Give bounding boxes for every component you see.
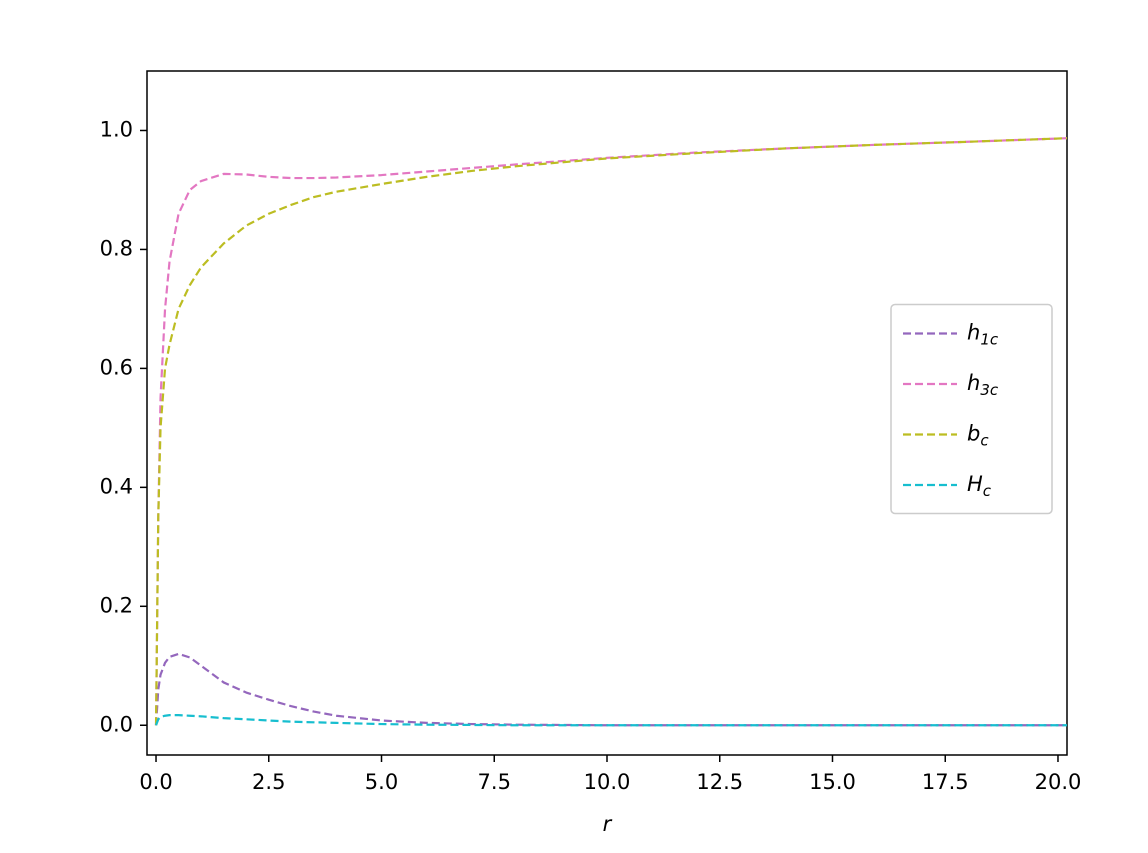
legend-label: bc	[967, 422, 989, 450]
x-tick-label: 5.0	[365, 770, 398, 794]
series-line	[154, 652, 1067, 727]
legend-label: h3c	[967, 371, 999, 399]
y-tick-label: 0.6	[100, 355, 133, 379]
legend-label: h1c	[967, 321, 999, 349]
y-tick-label: 0.4	[100, 474, 133, 498]
x-tick-label: 10.0	[584, 770, 631, 794]
x-tick-label: 2.5	[252, 770, 285, 794]
series-line	[154, 714, 1067, 727]
series-line	[154, 137, 1067, 726]
x-tick-label: 12.5	[696, 770, 743, 794]
y-tick-label: 0.2	[100, 593, 133, 617]
x-tick-label: 7.5	[478, 770, 511, 794]
y-tick-label: 0.8	[100, 236, 133, 260]
x-tick-label: 15.0	[809, 770, 856, 794]
series-line	[154, 137, 1067, 726]
legend-box	[890, 303, 1053, 515]
x-axis-label: r	[603, 812, 613, 836]
y-tick-label: 0.0	[100, 712, 133, 736]
y-tick-label: 1.0	[100, 117, 133, 141]
legend-label: Hc	[967, 472, 992, 500]
x-tick-label: 0.0	[139, 770, 172, 794]
x-tick-label: 17.5	[922, 770, 969, 794]
x-tick-label: 20.0	[1035, 770, 1082, 794]
